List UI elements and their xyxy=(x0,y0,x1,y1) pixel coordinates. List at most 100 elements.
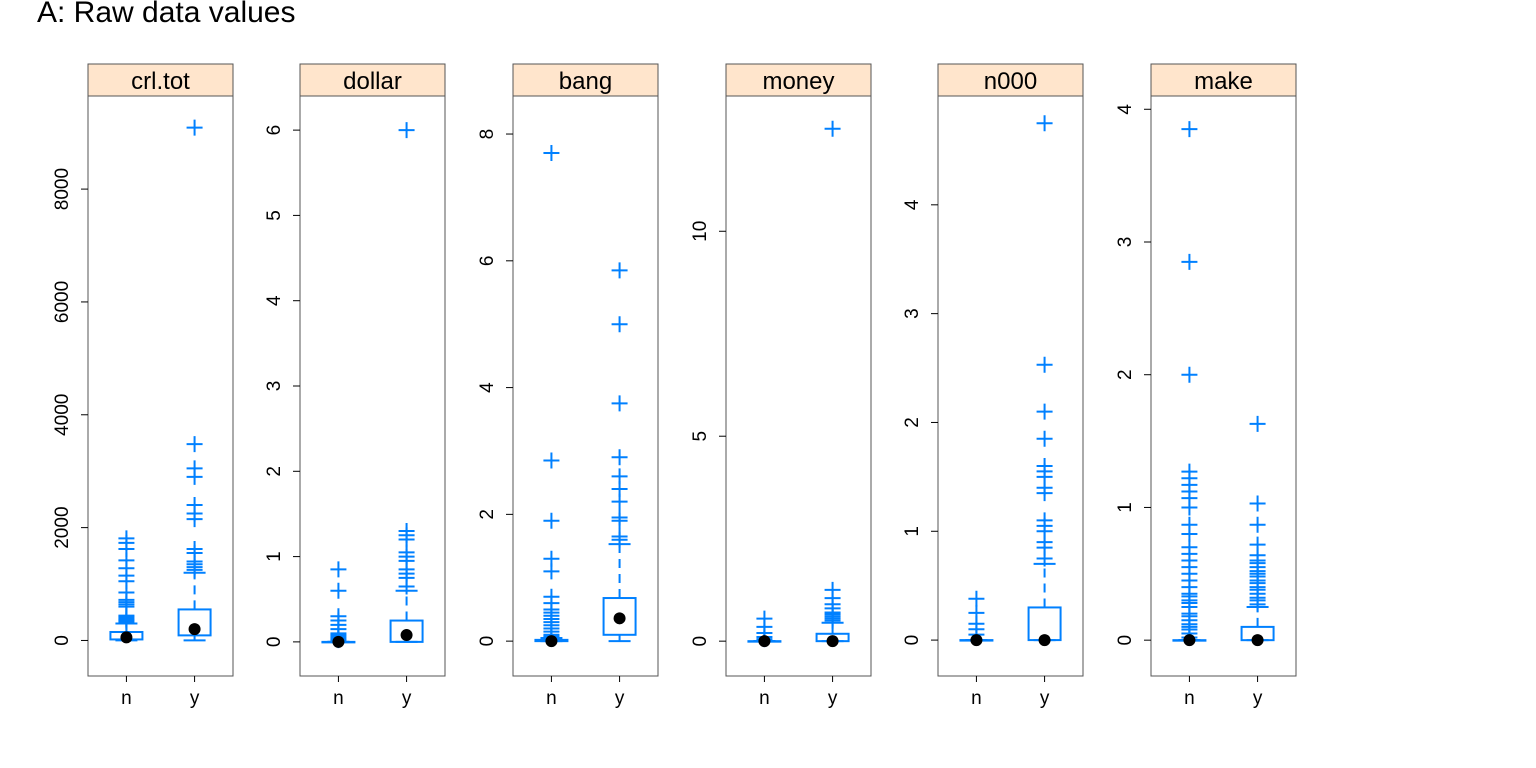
y-tick-label: 5 xyxy=(264,210,285,221)
iqr-box xyxy=(602,597,637,636)
outlier-point xyxy=(543,550,560,567)
panel-title: bang xyxy=(559,68,612,95)
x-tick-label: n xyxy=(971,688,982,709)
outlier-point xyxy=(543,588,560,605)
x-tick-label: y xyxy=(402,688,412,709)
outlier-point xyxy=(611,316,628,333)
outlier-point xyxy=(1036,512,1053,529)
y-tick-label: 4 xyxy=(902,199,923,210)
panel-frame xyxy=(725,95,872,677)
y-tick-label: 2 xyxy=(902,417,923,428)
outlier-point xyxy=(186,119,203,136)
outlier-point xyxy=(1181,121,1198,138)
median-dot xyxy=(1251,634,1264,647)
outlier-point xyxy=(1181,366,1198,383)
outlier-point xyxy=(824,120,841,137)
x-tick-label: n xyxy=(121,688,132,709)
panel-frame xyxy=(1150,95,1297,677)
y-tick-label: 3 xyxy=(1115,237,1136,248)
y-tick-label: 0 xyxy=(264,637,285,648)
x-tick-label: y xyxy=(615,688,625,709)
x-tick-label: y xyxy=(1040,688,1050,709)
panel-title: dollar xyxy=(343,68,402,95)
y-tick-label: 4000 xyxy=(52,394,73,436)
y-tick-label: 8000 xyxy=(52,168,73,210)
outlier-point xyxy=(611,509,628,526)
panel-frame xyxy=(87,95,234,677)
median-dot xyxy=(613,612,626,625)
y-tick-label: 4 xyxy=(1115,104,1136,115)
y-tick-label: 1 xyxy=(902,526,923,537)
outlier-point xyxy=(1249,516,1266,533)
outlier-point xyxy=(1249,495,1266,512)
panel-frame xyxy=(299,95,446,677)
figure-title: A: Raw data values xyxy=(37,0,296,29)
y-tick-label: 2 xyxy=(264,466,285,477)
x-tick-label: n xyxy=(333,688,344,709)
y-tick-label: 0 xyxy=(1115,635,1136,646)
x-tick-label: y xyxy=(1253,688,1263,709)
outlier-point xyxy=(398,122,415,139)
outlier-point xyxy=(968,590,985,607)
panel-title: crl.tot xyxy=(131,68,190,95)
outlier-point xyxy=(330,582,347,599)
y-tick-label: 2000 xyxy=(52,506,73,548)
outlier-point xyxy=(186,541,203,558)
x-tick-label: n xyxy=(759,688,770,709)
median-dot xyxy=(1038,634,1051,647)
panel-title: money xyxy=(762,68,834,95)
outlier-point xyxy=(1036,403,1053,420)
outlier-point xyxy=(1181,463,1198,480)
outlier-point xyxy=(611,262,628,279)
outlier-point xyxy=(1181,253,1198,270)
median-dot xyxy=(758,635,771,648)
median-dot xyxy=(545,635,558,648)
x-tick-label: n xyxy=(1184,688,1195,709)
iqr-box xyxy=(177,608,212,637)
outlier-point xyxy=(1036,430,1053,447)
panel-strip xyxy=(512,63,659,97)
outlier-point xyxy=(1249,536,1266,553)
y-tick-label: 0 xyxy=(52,635,73,646)
panel-title: make xyxy=(1194,68,1253,95)
panel-title: n000 xyxy=(984,68,1037,95)
x-tick-label: n xyxy=(546,688,557,709)
iqr-box xyxy=(389,619,424,643)
panel-frame xyxy=(512,95,659,677)
y-tick-label: 8 xyxy=(477,129,498,140)
panel-strip xyxy=(937,63,1084,97)
outlier-point xyxy=(543,452,560,469)
outlier-point xyxy=(611,528,628,545)
x-tick-label: y xyxy=(828,688,838,709)
outlier-point xyxy=(1249,415,1266,432)
median-dot xyxy=(400,629,413,642)
outlier-point xyxy=(1036,457,1053,474)
outlier-point xyxy=(611,395,628,412)
median-dot xyxy=(332,635,345,648)
y-tick-label: 3 xyxy=(902,308,923,319)
outlier-point xyxy=(543,512,560,529)
y-tick-label: 1 xyxy=(1115,502,1136,513)
y-tick-label: 10 xyxy=(690,221,711,242)
y-tick-label: 4 xyxy=(264,295,285,306)
outlier-point xyxy=(756,610,773,627)
outlier-point xyxy=(118,530,135,547)
y-tick-label: 6000 xyxy=(52,281,73,323)
y-tick-label: 6 xyxy=(477,256,498,267)
median-dot xyxy=(970,634,983,647)
outlier-point xyxy=(611,449,628,466)
y-tick-label: 0 xyxy=(902,635,923,646)
y-tick-label: 0 xyxy=(690,636,711,647)
outlier-point xyxy=(186,436,203,453)
outlier-point xyxy=(330,608,347,625)
y-tick-label: 2 xyxy=(1115,369,1136,380)
outlier-point xyxy=(1036,356,1053,373)
outlier-point xyxy=(186,460,203,477)
median-dot xyxy=(188,623,201,636)
y-tick-label: 4 xyxy=(477,382,498,393)
outlier-point xyxy=(398,523,415,539)
outlier-point xyxy=(543,145,560,162)
outlier-point xyxy=(611,468,628,485)
outlier-point xyxy=(824,581,841,598)
